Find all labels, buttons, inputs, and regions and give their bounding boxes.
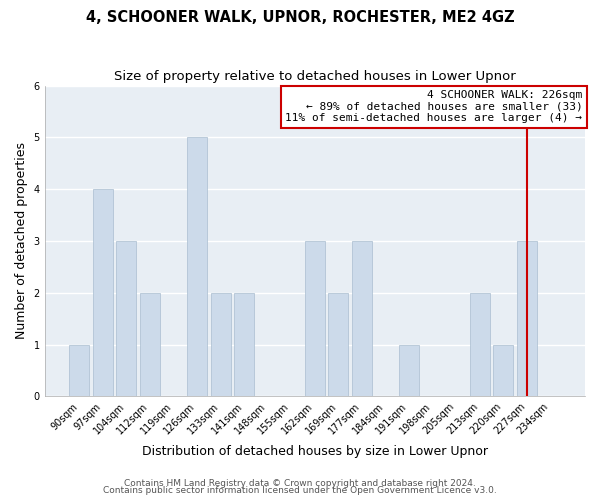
X-axis label: Distribution of detached houses by size in Lower Upnor: Distribution of detached houses by size … — [142, 444, 488, 458]
Text: Contains public sector information licensed under the Open Government Licence v3: Contains public sector information licen… — [103, 486, 497, 495]
Bar — [305, 241, 325, 396]
Text: Contains HM Land Registry data © Crown copyright and database right 2024.: Contains HM Land Registry data © Crown c… — [124, 478, 476, 488]
Bar — [140, 292, 160, 397]
Bar — [517, 241, 537, 396]
Bar — [211, 292, 230, 397]
Bar — [93, 189, 113, 396]
Bar — [399, 344, 419, 397]
Title: Size of property relative to detached houses in Lower Upnor: Size of property relative to detached ho… — [114, 70, 516, 83]
Y-axis label: Number of detached properties: Number of detached properties — [15, 142, 28, 340]
Bar — [69, 344, 89, 397]
Text: 4, SCHOONER WALK, UPNOR, ROCHESTER, ME2 4GZ: 4, SCHOONER WALK, UPNOR, ROCHESTER, ME2 … — [86, 10, 514, 25]
Bar — [328, 292, 349, 397]
Bar — [187, 138, 207, 396]
Bar — [493, 344, 514, 397]
Bar — [470, 292, 490, 397]
Bar — [116, 241, 136, 396]
Text: 4 SCHOONER WALK: 226sqm
← 89% of detached houses are smaller (33)
11% of semi-de: 4 SCHOONER WALK: 226sqm ← 89% of detache… — [285, 90, 582, 124]
Bar — [352, 241, 372, 396]
Bar — [234, 292, 254, 397]
